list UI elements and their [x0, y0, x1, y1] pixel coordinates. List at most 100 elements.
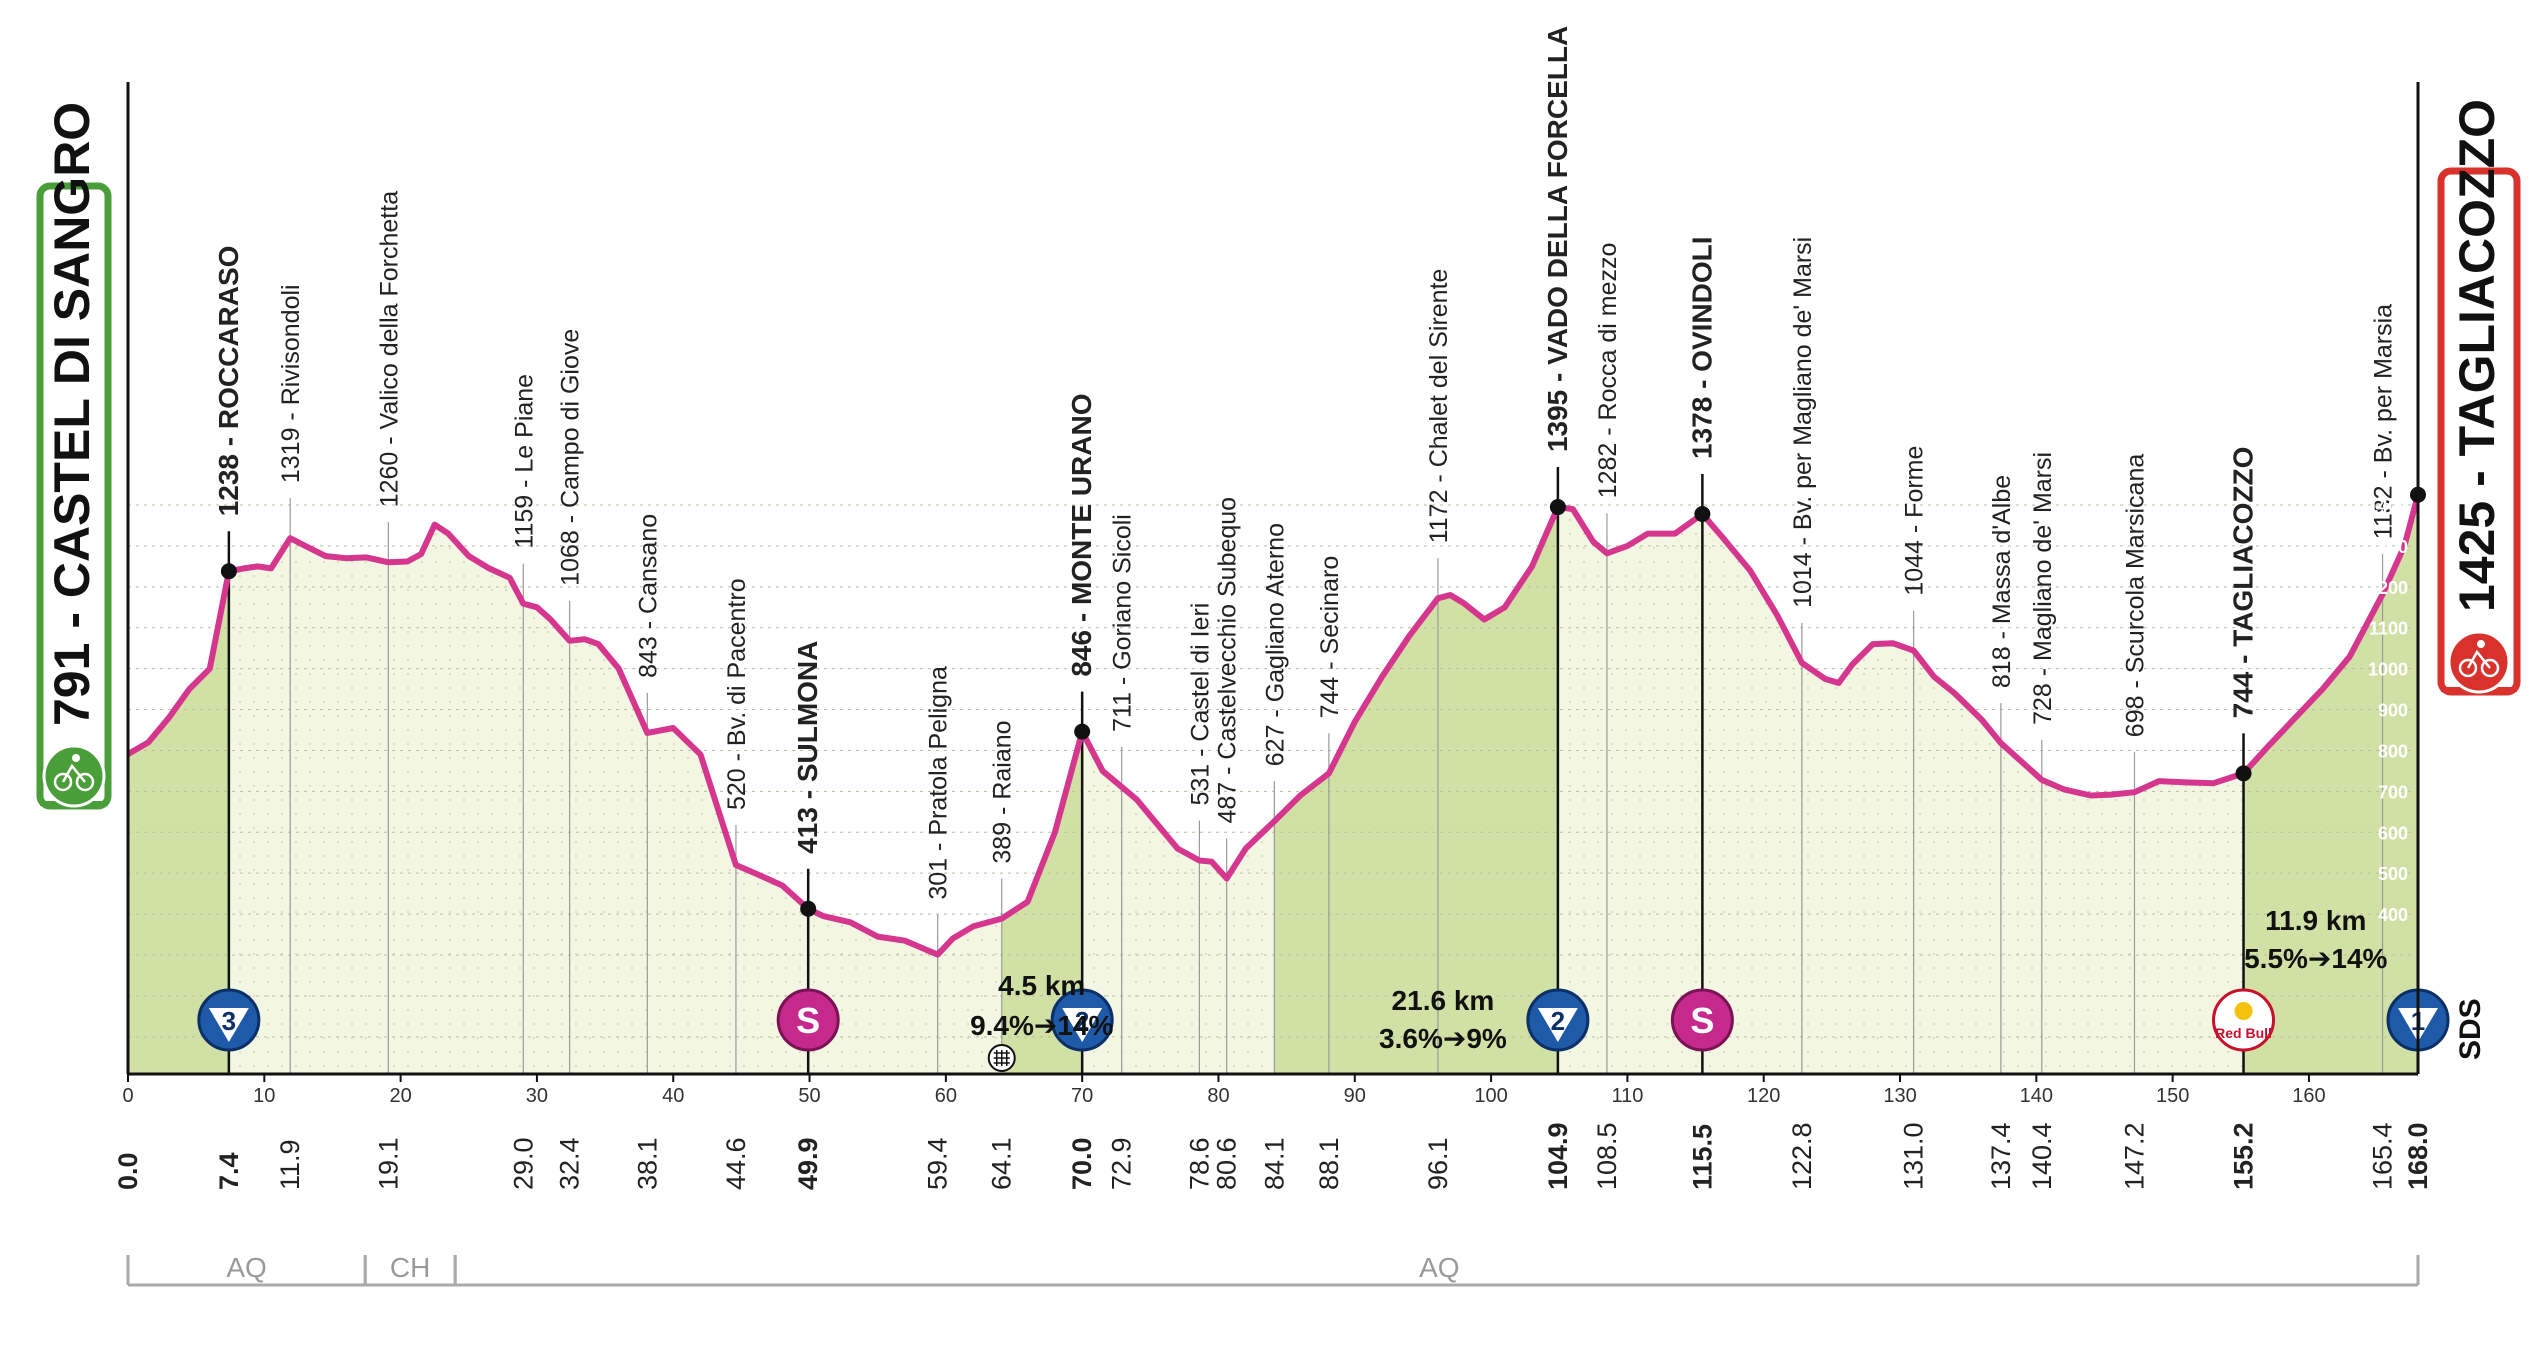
- profile-area-texture: [128, 494, 2418, 1074]
- waypoint-label: 627 - Gagliano Aterno: [1261, 523, 1289, 766]
- sprint-badge: S: [1670, 988, 1734, 1052]
- km-label: 44.6: [721, 1137, 751, 1190]
- bicycle-wheel: [2458, 658, 2478, 678]
- kom-badge: 2: [1050, 988, 1114, 1052]
- bicycle-wheel: [75, 772, 95, 792]
- bicycle-icon: [2447, 630, 2511, 694]
- waypoint-label: 843 - Cansano: [634, 514, 662, 678]
- profile-line: [126, 494, 2421, 958]
- km-label: 115.5: [1687, 1124, 1717, 1190]
- redbull-sun-icon: [2234, 1002, 2253, 1020]
- x-tick-label: 10: [253, 1085, 275, 1107]
- climb-shade-2: [2243, 494, 2418, 1074]
- waypoint-label: 1044 - Forme: [1901, 446, 1929, 596]
- x-tick-label: 40: [662, 1085, 684, 1107]
- mountain-icon: [1062, 1008, 1103, 1042]
- y-tick-label: 1400: [2368, 496, 2408, 516]
- kom-badge: 3: [197, 988, 261, 1052]
- bicycle-wheel: [53, 772, 73, 792]
- kom-category: 2: [1551, 1006, 1565, 1036]
- start-town-box-label: 791 - CASTEL DI SANGRO: [44, 102, 100, 726]
- mountain-icon: [208, 1008, 249, 1042]
- y-tick-label: 400: [2378, 905, 2408, 925]
- x-tick-label: 60: [935, 1085, 957, 1107]
- y-tick-label: 500: [2378, 864, 2408, 884]
- waypoint-label: 711 - Goriano Sicoli: [1109, 514, 1137, 732]
- redbull-text: Red Bull: [2215, 1025, 2272, 1041]
- waypoint-label: 744 - Secinaro: [1316, 556, 1344, 719]
- sprint-letter: S: [1690, 1000, 1714, 1041]
- bicycle-frame: [2466, 649, 2491, 669]
- waypoint-label: 1238 - ROCCARASO: [213, 246, 244, 517]
- x-tick-label: 0: [122, 1085, 133, 1107]
- km-label: 64.1: [987, 1137, 1017, 1190]
- km-label: 104.9: [1543, 1122, 1573, 1190]
- climb-length: 11.9 km: [2265, 905, 2366, 936]
- km-label: 88.1: [1314, 1137, 1344, 1190]
- x-tick-label: 70: [1071, 1085, 1093, 1107]
- y-tick-label: 800: [2378, 741, 2408, 761]
- waypoint-label: 1282 - Rocca di mezzo: [1594, 243, 1622, 499]
- km-label: 131.0: [1899, 1122, 1929, 1190]
- km-label: 108.5: [1592, 1122, 1622, 1190]
- x-tick-label: 120: [1747, 1085, 1780, 1107]
- km-label: 59.4: [923, 1137, 953, 1190]
- bicycle-rider: [2477, 640, 2485, 648]
- x-tick-label: 20: [389, 1085, 411, 1107]
- km-label: 29.0: [508, 1137, 538, 1190]
- waypoint-label: 1378 - OVINDOLI: [1686, 236, 1717, 459]
- waypoint-label: 1172 - Chalet del Sirente: [1425, 269, 1453, 544]
- x-tick-label: 50: [798, 1085, 820, 1107]
- bicycle-icon-bg: [2447, 630, 2511, 694]
- summit-dot: [2235, 765, 2252, 782]
- y-tick-label: 900: [2378, 701, 2408, 721]
- km-label: 122.8: [1787, 1122, 1817, 1190]
- y-tick-label: 600: [2378, 823, 2408, 843]
- climb-length: 4.5 km: [998, 970, 1085, 1001]
- waypoint-label: 818 - Massa d'Albe: [1988, 475, 2016, 688]
- waypoint-label: 389 - Raiano: [989, 720, 1017, 863]
- sprint-badge-circle: [1670, 988, 1734, 1052]
- km-label: 137.4: [1986, 1122, 2016, 1190]
- finish-town-box-label: 1425 - TAGLIACOZZO: [2449, 99, 2505, 612]
- km-label: 0.0: [113, 1152, 143, 1190]
- climb-length: 21.6 km: [1392, 985, 1495, 1016]
- waypoint-label: 531 - Castel di Ieri: [1186, 603, 1214, 806]
- climb-gradient: 9.4%➔14%: [970, 1010, 1113, 1041]
- y-tick-label: 700: [2378, 782, 2408, 802]
- x-tick-label: 140: [2020, 1085, 2053, 1107]
- waypoint-label: 1014 - Bv. per Magliano de' Marsi: [1789, 237, 1817, 608]
- summit-dot: [800, 900, 817, 917]
- x-tick-label: 160: [2292, 1085, 2325, 1107]
- waypoint-label: 1395 - VADO DELLA FORCELLA: [1542, 26, 1573, 452]
- waypoint-label: 1159 - Le Piane: [510, 374, 538, 549]
- waypoint-label: 1260 - Valico della Forchetta: [375, 191, 403, 507]
- waypoint-label: 744 - TAGLIACOZZO: [2228, 447, 2259, 719]
- x-tick-label: 80: [1207, 1085, 1229, 1107]
- kom-badge: 2: [1526, 988, 1590, 1052]
- y-tick-label: 1300: [2368, 537, 2408, 557]
- y-tick-label: 1200: [2368, 578, 2408, 598]
- km-label: 165.4: [2368, 1122, 2398, 1190]
- bicycle-frame: [61, 763, 86, 783]
- sprint-badge: S: [776, 988, 840, 1052]
- waypoint-label: 520 - Bv. di Pacentro: [723, 578, 751, 810]
- km-label: 19.1: [373, 1137, 403, 1190]
- region-label: CH: [390, 1252, 430, 1283]
- bicycle-icon-bg: [42, 744, 106, 808]
- summit-dot: [1694, 506, 1711, 522]
- km-label: 78.6: [1184, 1137, 1214, 1190]
- x-tick-label: 110: [1611, 1085, 1643, 1107]
- y-tick-label: 1100: [2369, 619, 2408, 639]
- sprint-badge-circle: [776, 988, 840, 1052]
- waypoint-label: 487 - Castelvecchio Subequo: [1214, 497, 1242, 824]
- km-label: 140.4: [2027, 1122, 2057, 1190]
- x-tick-label: 150: [2156, 1085, 2189, 1107]
- climb-shade-1: [1274, 507, 1558, 1074]
- waypoint-label: 1068 - Campo di Giove: [557, 329, 585, 586]
- start-town-box: 791 - CASTEL DI SANGRO: [36, 102, 112, 810]
- bicycle-wheel: [2480, 658, 2500, 678]
- climb-gradient: 3.6%➔9%: [1379, 1023, 1507, 1054]
- x-tick-label: 90: [1344, 1085, 1366, 1107]
